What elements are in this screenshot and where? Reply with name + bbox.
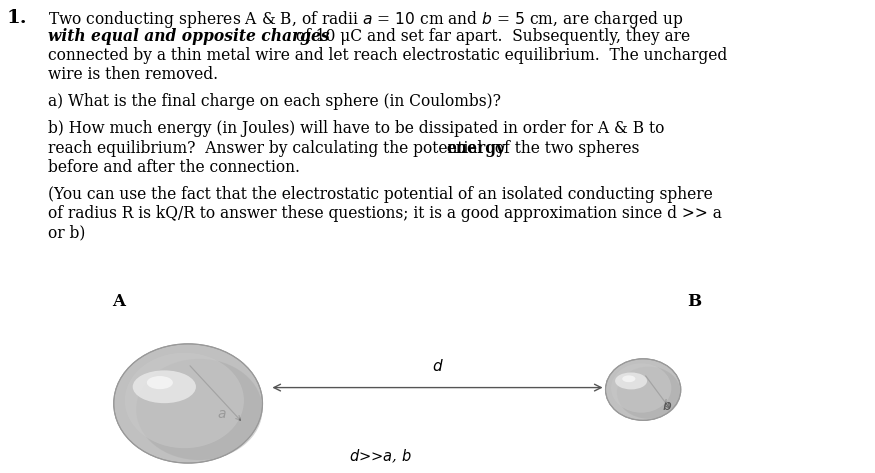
Text: of 10 μC and set far apart.  Subsequently, they are: of 10 μC and set far apart. Subsequently… xyxy=(291,28,690,45)
Ellipse shape xyxy=(615,372,648,389)
Text: of radius R is kQ/R to answer these questions; it is a good approximation since : of radius R is kQ/R to answer these ques… xyxy=(48,205,722,222)
Text: $d$: $d$ xyxy=(431,358,444,374)
Ellipse shape xyxy=(617,367,681,419)
Text: with equal and opposite charges: with equal and opposite charges xyxy=(48,28,330,45)
Text: energy: energy xyxy=(446,140,506,157)
Text: a) What is the final charge on each sphere (in Coulombs)?: a) What is the final charge on each sphe… xyxy=(48,93,501,110)
Text: or b): or b) xyxy=(48,225,86,242)
Ellipse shape xyxy=(125,353,244,448)
Text: $a$: $a$ xyxy=(217,407,227,421)
Ellipse shape xyxy=(611,363,671,412)
Text: b) How much energy (in Joules) will have to be dissipated in order for A & B to: b) How much energy (in Joules) will have… xyxy=(48,120,664,137)
Text: connected by a thin metal wire and let reach electrostatic equilibrium.  The unc: connected by a thin metal wire and let r… xyxy=(48,47,727,64)
Ellipse shape xyxy=(133,370,196,403)
Ellipse shape xyxy=(622,376,635,382)
Text: wire is then removed.: wire is then removed. xyxy=(48,66,218,83)
Text: 1.: 1. xyxy=(7,9,28,26)
Text: before and after the connection.: before and after the connection. xyxy=(48,159,300,176)
Text: of the two spheres: of the two spheres xyxy=(490,140,640,157)
Text: reach equilibrium?  Answer by calculating the potential: reach equilibrium? Answer by calculating… xyxy=(48,140,487,157)
Text: Two conducting spheres A & B, of radii $a$ = $10$ cm and $b$ = $5$ cm, are charg: Two conducting spheres A & B, of radii $… xyxy=(48,9,683,29)
Ellipse shape xyxy=(136,359,262,460)
Text: $b$: $b$ xyxy=(662,397,672,412)
Text: $d$>>$a$, $b$: $d$>>$a$, $b$ xyxy=(349,447,412,465)
Ellipse shape xyxy=(147,376,173,389)
Text: (You can use the fact that the electrostatic potential of an isolated conducting: (You can use the fact that the electrost… xyxy=(48,186,713,203)
Text: B: B xyxy=(687,293,701,310)
Ellipse shape xyxy=(606,359,681,420)
Text: A: A xyxy=(112,293,125,310)
Ellipse shape xyxy=(114,344,262,463)
